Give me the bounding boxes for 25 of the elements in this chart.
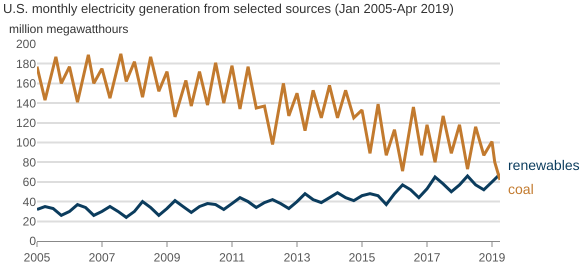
y-tick-label: 180	[16, 56, 36, 71]
y-tick-label: 160	[16, 76, 36, 91]
x-tick-label: 2015	[348, 250, 376, 264]
y-tick-label: 80	[22, 155, 36, 170]
x-tick-label: 2009	[154, 250, 181, 264]
x-tick-label: 2013	[284, 250, 311, 264]
y-tick-label: 100	[16, 136, 36, 150]
series-label: renewables	[508, 157, 580, 173]
y-tick-label: 60	[22, 175, 36, 190]
y-tick-label: 140	[16, 96, 36, 110]
series-label: coal	[508, 181, 534, 197]
line-series	[37, 172, 500, 219]
x-tick-label: 2011	[219, 250, 246, 264]
chart-title: U.S. monthly electricity generation from selected sources (Jan 2005-Apr 2019)	[2, 1, 454, 16]
x-tick-label: 2007	[88, 250, 116, 264]
y-tick-label: 120	[16, 116, 36, 130]
x-tick-label: 2019	[478, 250, 506, 264]
y-tick-label: 0	[29, 234, 36, 248]
line-series	[37, 52, 500, 182]
y-tick-label: 200	[16, 37, 36, 52]
y-axis-title: million megawatthours	[9, 22, 128, 36]
y-tick-label: 40	[22, 194, 36, 209]
y-tick-label: 20	[22, 214, 36, 228]
x-tick-label: 2017	[414, 250, 441, 264]
x-tick-label: 2005	[24, 250, 51, 264]
